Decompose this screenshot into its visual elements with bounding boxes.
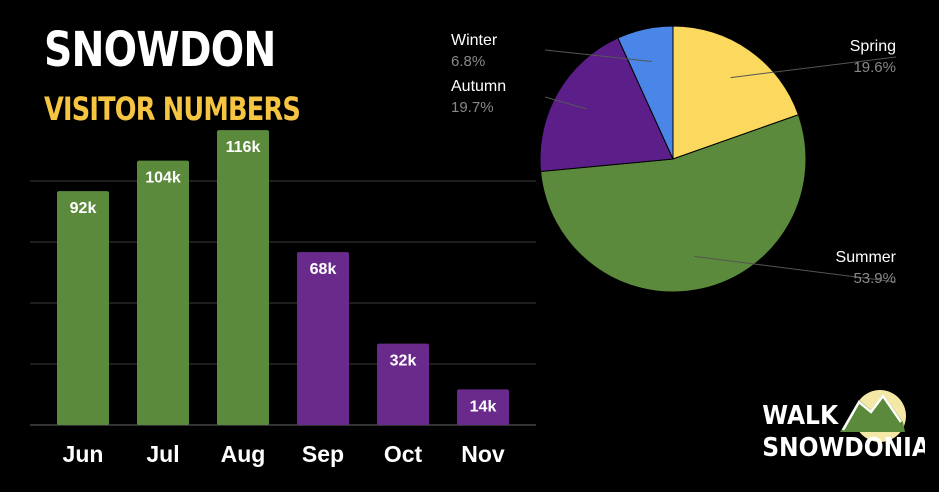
logo-line-1: WALK (762, 400, 839, 430)
logo-line-2: SNOWDONIA (762, 432, 925, 462)
bar (137, 160, 189, 425)
bar-x-tick-label: Aug (221, 441, 266, 467)
chart-subtitle: VISITOR NUMBERS (44, 90, 301, 128)
bar-x-tick-label: Jul (146, 441, 179, 467)
bar (457, 389, 509, 425)
chart-title: SNOWDON (44, 22, 276, 78)
bar (297, 252, 349, 425)
bar-x-tick-label: Oct (384, 441, 423, 467)
bar (377, 343, 429, 425)
pie-value-spring: 19.6% (853, 59, 896, 76)
pie-leader-line (544, 96, 587, 110)
bar-data-label: 104k (145, 170, 181, 187)
pie-label-spring: Spring (850, 38, 896, 55)
pie-slice-autumn (539, 37, 674, 173)
bar-x-tick-labels: Jun Jul Aug Sep Oct Nov (63, 441, 505, 467)
bar-gridlines (30, 180, 536, 426)
pie-chart: Spring 19.6% Summer 53.9% Autumn 19.7% Winter 6… (451, 25, 897, 293)
pie-slices (539, 25, 807, 293)
pie-leader-line (730, 56, 897, 79)
bar-data-label: 68k (310, 261, 337, 278)
pie-leader-line (544, 49, 652, 63)
pie-value-summer: 53.9% (853, 270, 896, 287)
bar-data-label: 92k (70, 200, 97, 217)
bar-x-tick-label: Nov (461, 441, 505, 467)
bar-chart: 92k 104k 116k 68k 32k 14k Jun Jul Aug Sep Oct Nov (30, 130, 536, 467)
bar-x-tick-label: Sep (302, 441, 344, 467)
pie-labels: Spring 19.6% Summer 53.9% Autumn 19.7% Winter 6… (451, 32, 897, 287)
pie-slice-summer (540, 114, 807, 293)
walk-snowdonia-logo: WALK SNOWDONIA (762, 390, 925, 462)
pie-label-autumn: Autumn (451, 78, 506, 95)
bar (57, 191, 109, 425)
pie-label-winter: Winter (451, 32, 498, 49)
bar (217, 130, 269, 425)
bar-data-label: 14k (470, 398, 497, 415)
pie-value-autumn: 19.7% (451, 99, 494, 116)
pie-leader-lines (544, 49, 897, 283)
logo-mountain-ridge-icon (841, 393, 903, 431)
pie-label-summer: Summer (836, 249, 897, 266)
pie-value-winter: 6.8% (451, 53, 485, 70)
bar-x-tick-label: Jun (63, 441, 104, 467)
bar-data-label: 32k (390, 353, 417, 370)
pie-leader-line (694, 255, 897, 283)
bar-marks: 92k 104k 116k 68k 32k 14k (57, 130, 509, 425)
bar-data-label: 116k (226, 139, 261, 156)
